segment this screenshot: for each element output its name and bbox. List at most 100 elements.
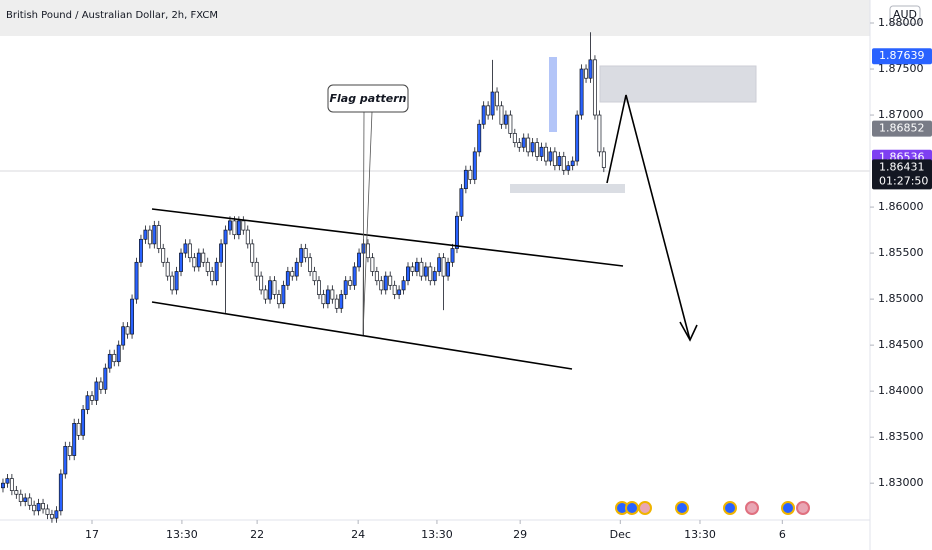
candle-body — [352, 266, 357, 286]
candle-body — [281, 284, 286, 305]
candle-body — [379, 280, 384, 291]
event-icon — [625, 501, 639, 515]
candle-body — [192, 257, 197, 268]
candle-body — [517, 142, 522, 148]
callout-box — [327, 84, 409, 113]
y-tick-label: 1.83500 — [878, 430, 924, 443]
y-tick-label: 1.84000 — [878, 384, 924, 397]
candle-body — [561, 156, 566, 171]
trend-line — [151, 301, 573, 370]
price-tag-label: 1.86431 — [879, 160, 925, 173]
candle-body — [357, 252, 361, 268]
chart-title: British Pound / Australian Dollar, 2h, F… — [6, 10, 218, 21]
candle-body — [85, 395, 90, 410]
candle-body — [165, 261, 170, 277]
event-icon — [675, 501, 689, 515]
candle-body — [107, 353, 112, 369]
candle-body — [495, 91, 499, 107]
candle-body — [147, 229, 152, 245]
candle-body — [592, 59, 597, 116]
candle-body — [370, 257, 375, 272]
price-tag-label: 1.87639 — [879, 49, 925, 62]
candle-body — [94, 381, 99, 401]
x-tick-label: 29 — [513, 528, 527, 541]
event-icon — [723, 501, 737, 515]
candle-body — [170, 275, 175, 291]
candle-body — [285, 271, 290, 286]
candle-body — [584, 68, 588, 79]
candle-body — [441, 257, 446, 277]
candle-body — [526, 137, 531, 153]
candle-body — [459, 188, 464, 217]
forecast-arrow — [606, 94, 691, 341]
candle-body — [263, 289, 268, 300]
candle-body — [18, 493, 23, 502]
price-tag — [872, 159, 932, 190]
callout-text: Flag pattern — [330, 92, 407, 105]
candle-body — [548, 151, 553, 162]
candle-body — [406, 266, 410, 282]
x-tick-label: 22 — [250, 528, 264, 541]
candle-body — [423, 266, 428, 277]
candle-body — [103, 367, 108, 390]
candle-body — [112, 353, 117, 363]
candle-body — [161, 248, 166, 263]
candle-body — [187, 243, 192, 259]
candle-body — [183, 243, 188, 254]
event-icon — [781, 501, 795, 515]
candle-body — [557, 156, 562, 167]
candle-body — [530, 142, 535, 153]
zone-rect — [599, 65, 757, 103]
candle-body — [535, 142, 540, 157]
countdown: 01:27:50 — [879, 174, 928, 187]
candle-body — [299, 248, 304, 263]
candle-body — [499, 105, 504, 125]
candle-body — [9, 478, 14, 491]
price-tag-label: 1.86852 — [879, 122, 925, 135]
event-icon — [796, 501, 810, 515]
candle-body — [308, 257, 313, 272]
y-tick-label: 1.88000 — [878, 16, 924, 29]
candle-body — [521, 137, 526, 148]
candle-body — [450, 248, 455, 263]
candle-body — [312, 271, 317, 282]
candle-body — [544, 146, 548, 162]
candle-body — [1, 482, 5, 489]
candle-body — [232, 220, 237, 236]
candle-body — [321, 294, 326, 305]
candle-body — [294, 261, 299, 277]
candle-body — [588, 59, 593, 79]
candle-body — [481, 105, 486, 125]
candle-body — [205, 261, 210, 272]
y-tick-label: 1.83000 — [878, 476, 924, 489]
candle-body — [121, 326, 126, 346]
candle-body — [32, 504, 37, 512]
candle-body — [45, 508, 50, 515]
candle-body — [49, 514, 54, 519]
candle-body — [152, 225, 157, 245]
price-tag — [872, 120, 932, 137]
candle-body — [214, 261, 219, 282]
candle-body — [228, 220, 232, 231]
price-tag — [872, 48, 932, 65]
candle-body — [348, 280, 353, 286]
highlight-rect — [549, 57, 557, 132]
candle-body — [601, 151, 606, 168]
candle-body — [392, 284, 397, 295]
candle-body — [388, 275, 393, 286]
candle-body — [276, 294, 281, 305]
drawings — [510, 57, 757, 193]
candle-body — [477, 123, 482, 153]
x-tick-label: 13:30 — [421, 528, 453, 541]
candle-body — [325, 289, 330, 305]
candle-body — [14, 490, 19, 495]
x-tick-label: 17 — [85, 528, 99, 541]
candle-body — [579, 68, 584, 116]
trend-line — [151, 208, 624, 267]
candle-body — [27, 497, 32, 506]
y-tick-label: 1.85500 — [878, 246, 924, 259]
currency-label: AUD — [893, 8, 917, 21]
zone-rect — [510, 184, 625, 193]
candle-body — [98, 381, 103, 390]
